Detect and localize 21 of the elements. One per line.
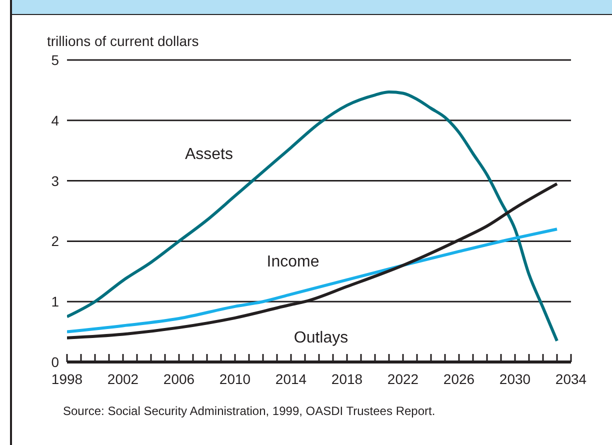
- x-tick-label: 2018: [331, 371, 363, 387]
- y-tick-label: 1: [51, 294, 60, 310]
- x-tick-label: 2022: [387, 371, 419, 387]
- y-tick-label: 5: [51, 52, 60, 68]
- x-tick-label: 2002: [107, 371, 139, 387]
- x-tick-label: 1998: [51, 371, 83, 387]
- x-tick-label: 2006: [163, 371, 195, 387]
- x-tick-label: 2026: [443, 371, 475, 387]
- source-note: Source: Social Security Administration, 1999, OASDI Trustees Report.: [63, 404, 436, 418]
- x-tick-label: 2030: [499, 371, 531, 387]
- y-tick-label: 2: [51, 233, 60, 250]
- x-tick-label: 2034: [555, 371, 587, 387]
- y-tick-label: 3: [51, 172, 60, 189]
- y-tick-label: 4: [51, 112, 60, 128]
- x-tick-label: 2014: [275, 371, 307, 387]
- series-label: Assets: [184, 146, 234, 163]
- x-tick-label: 2010: [219, 371, 251, 387]
- y-axis-title: trillions of current dollars: [47, 33, 199, 49]
- series-label: Outlays: [294, 330, 348, 347]
- series-label: Income: [266, 254, 320, 271]
- y-tick-label: 0: [51, 354, 60, 370]
